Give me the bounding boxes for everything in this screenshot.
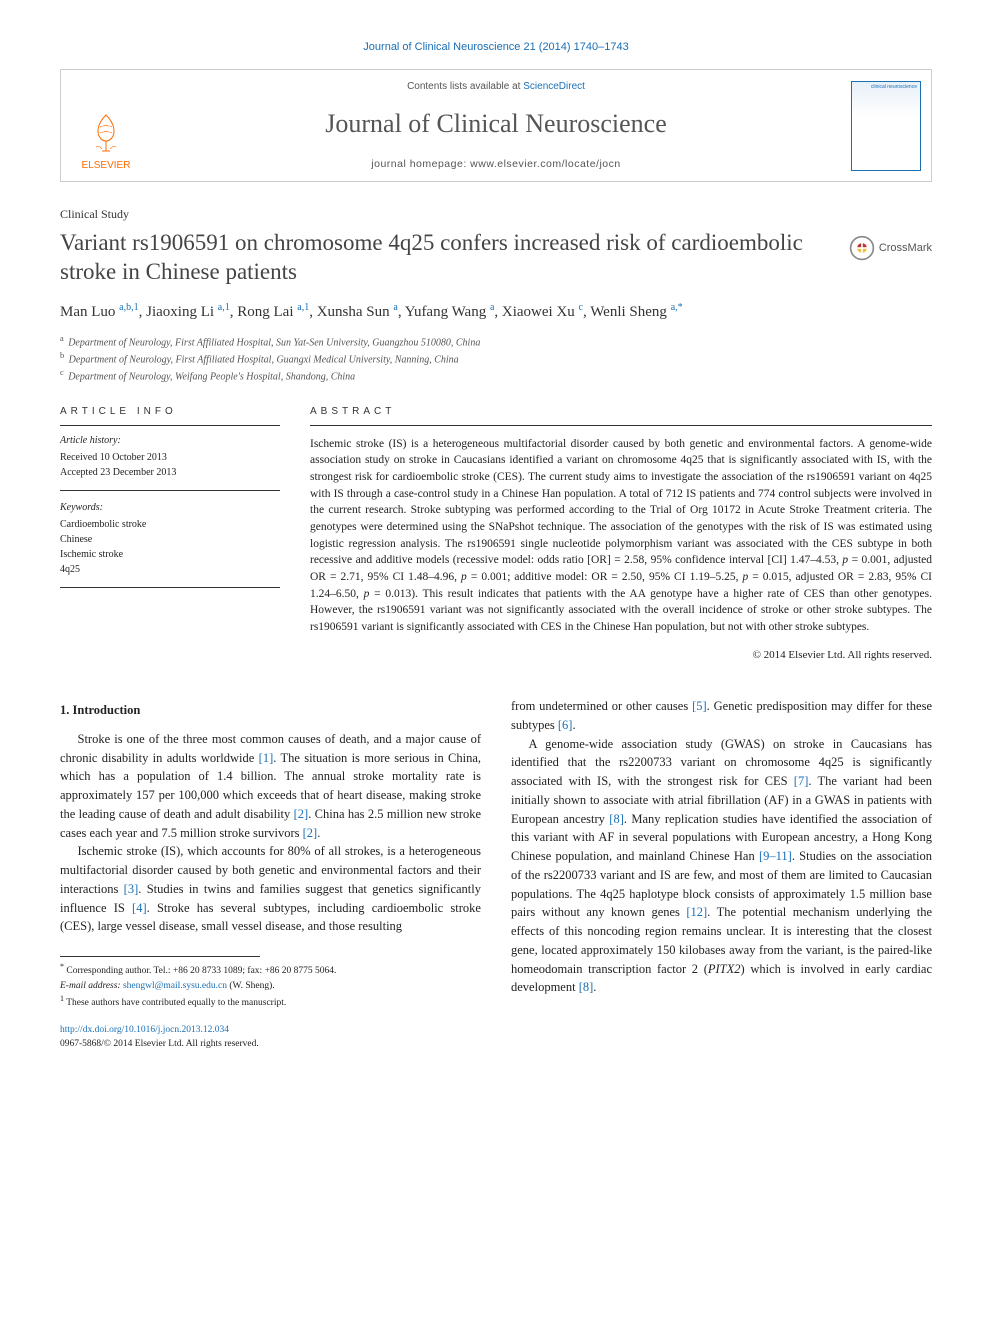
keywords-label: Keywords: [60, 501, 280, 515]
keyword-item: 4q25 [60, 562, 280, 577]
footnote-divider [60, 956, 260, 957]
keyword-item: Ischemic stroke [60, 547, 280, 562]
received-date: Received 10 October 2013 [60, 450, 280, 465]
crossmark-icon [849, 235, 875, 261]
issn-copyright: 0967-5868/© 2014 Elsevier Ltd. All right… [60, 1039, 259, 1049]
affiliation-line: a Department of Neurology, First Affilia… [60, 333, 932, 350]
journal-homepage-url[interactable]: www.elsevier.com/locate/jocn [470, 158, 621, 170]
journal-header-center: Contents lists available at ScienceDirec… [151, 70, 841, 181]
abstract-header: abstract [310, 405, 932, 426]
elsevier-logo[interactable]: ELSEVIER [82, 109, 131, 173]
article-info-column: article info Article history: Received 1… [60, 405, 280, 663]
keyword-item: Cardioembolic stroke [60, 517, 280, 532]
body-columns: 1. Introduction Stroke is one of the thr… [60, 697, 932, 1051]
elsevier-label: ELSEVIER [82, 160, 131, 171]
crossmark-badge[interactable]: CrossMark [849, 235, 932, 261]
affiliation-line: b Department of Neurology, First Affilia… [60, 350, 932, 367]
citation-line[interactable]: Journal of Clinical Neuroscience 21 (201… [60, 40, 932, 55]
elsevier-tree-icon [82, 109, 130, 157]
corresponding-email-link[interactable]: shengwl@mail.sysu.edu.cn [123, 981, 227, 991]
body-para-2: Ischemic stroke (IS), which accounts for… [60, 842, 481, 936]
article-history-label: Article history: [60, 434, 280, 448]
abstract-copyright: © 2014 Elsevier Ltd. All rights reserved… [310, 648, 932, 663]
journal-cover-area: clinical neuroscience [841, 70, 931, 181]
article-type: Clinical Study [60, 206, 932, 223]
authors-line: Man Luo a,b,1, Jiaoxing Li a,1, Rong Lai… [60, 301, 932, 323]
journal-name: Journal of Clinical Neuroscience [159, 106, 833, 142]
title-row: Variant rs1906591 on chromosome 4q25 con… [60, 229, 932, 287]
footnotes: * Corresponding author. Tel.: +86 20 873… [60, 961, 481, 1010]
journal-cover-thumb[interactable]: clinical neuroscience [851, 81, 921, 171]
publisher-logo-area: ELSEVIER [61, 70, 151, 181]
journal-header: ELSEVIER Contents lists available at Sci… [60, 69, 932, 182]
journal-homepage-line: journal homepage: www.elsevier.com/locat… [159, 157, 833, 172]
body-para-4: A genome-wide association study (GWAS) o… [511, 735, 932, 998]
sciencedirect-link[interactable]: ScienceDirect [523, 81, 585, 92]
equal-contribution-note: 1 These authors have contributed equally… [60, 993, 481, 1010]
section-1-heading: 1. Introduction [60, 701, 481, 720]
article-history-block: Article history: Received 10 October 201… [60, 434, 280, 491]
corresponding-author-note: * Corresponding author. Tel.: +86 20 873… [60, 961, 481, 978]
contents-available-line: Contents lists available at ScienceDirec… [159, 80, 833, 94]
keyword-item: Chinese [60, 532, 280, 547]
affiliation-line: c Department of Neurology, Weifang Peopl… [60, 367, 932, 384]
doi-link[interactable]: http://dx.doi.org/10.1016/j.jocn.2013.12… [60, 1025, 229, 1035]
article-title: Variant rs1906591 on chromosome 4q25 con… [60, 229, 837, 287]
abstract-text: Ischemic stroke (IS) is a heterogeneous … [310, 436, 932, 636]
affiliations: a Department of Neurology, First Affilia… [60, 333, 932, 385]
body-para-3: from undetermined or other causes [5]. G… [511, 697, 932, 735]
corresponding-email-line: E-mail address: shengwl@mail.sysu.edu.cn… [60, 979, 481, 993]
info-abstract-row: article info Article history: Received 1… [60, 405, 932, 663]
crossmark-label: CrossMark [879, 241, 932, 256]
article-info-header: article info [60, 405, 280, 426]
abstract-column: abstract Ischemic stroke (IS) is a heter… [310, 405, 932, 663]
doi-block: http://dx.doi.org/10.1016/j.jocn.2013.12… [60, 1024, 481, 1051]
accepted-date: Accepted 23 December 2013 [60, 465, 280, 480]
page: Journal of Clinical Neuroscience 21 (201… [0, 0, 992, 1091]
body-para-1: Stroke is one of the three most common c… [60, 730, 481, 843]
keywords-block: Keywords: Cardioembolic strokeChineseIsc… [60, 501, 280, 588]
